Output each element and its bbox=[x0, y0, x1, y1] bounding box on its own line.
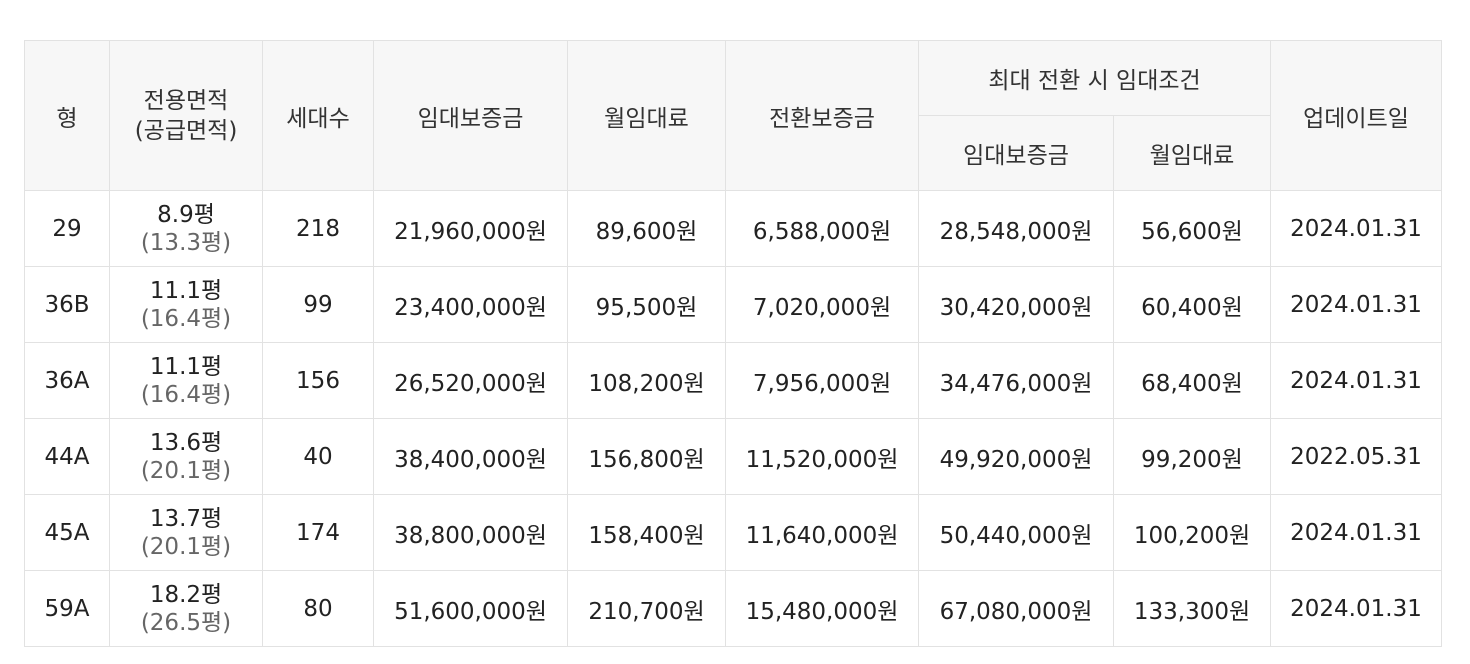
cell-deposit: 23,400,000원 bbox=[373, 266, 568, 343]
cell-type: 29 bbox=[24, 190, 110, 267]
cell-area: 13.6평 (20.1평) bbox=[109, 418, 263, 495]
header-max-deposit: 임대보증금 bbox=[918, 115, 1114, 191]
cell-max-deposit: 28,548,000원 bbox=[918, 190, 1114, 267]
header-area-supply: (공급면적) bbox=[134, 117, 238, 144]
table-row: 59A 18.2평 (26.5평) 80 51,600,000원 210,700… bbox=[24, 570, 1442, 647]
header-deposit: 임대보증금 bbox=[373, 40, 568, 191]
cell-deposit: 26,520,000원 bbox=[373, 342, 568, 419]
header-households: 세대수 bbox=[262, 40, 374, 191]
cell-households: 80 bbox=[262, 570, 374, 647]
cell-monthly-rent: 89,600원 bbox=[567, 190, 726, 267]
cell-max-deposit: 50,440,000원 bbox=[918, 494, 1114, 571]
header-area: 전용면적 (공급면적) bbox=[109, 40, 263, 191]
cell-area-supply: (20.1평) bbox=[140, 457, 232, 484]
cell-deposit: 38,800,000원 bbox=[373, 494, 568, 571]
cell-updated-date: 2022.05.31 bbox=[1270, 418, 1442, 495]
cell-area-supply: (26.5평) bbox=[140, 609, 232, 636]
header-conversion-deposit: 전환보증금 bbox=[725, 40, 919, 191]
cell-deposit: 21,960,000원 bbox=[373, 190, 568, 267]
table-row: 45A 13.7평 (20.1평) 174 38,800,000원 158,40… bbox=[24, 494, 1442, 571]
table-row: 44A 13.6평 (20.1평) 40 38,400,000원 156,800… bbox=[24, 418, 1442, 495]
header-max-monthly-rent: 월임대료 bbox=[1113, 115, 1271, 191]
cell-monthly-rent: 108,200원 bbox=[567, 342, 726, 419]
cell-area: 13.7평 (20.1평) bbox=[109, 494, 263, 571]
cell-type: 36B bbox=[24, 266, 110, 343]
cell-max-monthly-rent: 68,400원 bbox=[1113, 342, 1271, 419]
cell-conversion-deposit: 11,520,000원 bbox=[725, 418, 919, 495]
cell-max-deposit: 67,080,000원 bbox=[918, 570, 1114, 647]
cell-max-monthly-rent: 133,300원 bbox=[1113, 570, 1271, 647]
table-body: 29 8.9평 (13.3평) 218 21,960,000원 89,600원 … bbox=[24, 190, 1442, 647]
cell-type: 45A bbox=[24, 494, 110, 571]
cell-monthly-rent: 158,400원 bbox=[567, 494, 726, 571]
cell-type: 59A bbox=[24, 570, 110, 647]
cell-monthly-rent: 156,800원 bbox=[567, 418, 726, 495]
cell-households: 99 bbox=[262, 266, 374, 343]
header-type: 형 bbox=[24, 40, 110, 191]
header-updated-date: 업데이트일 bbox=[1270, 40, 1442, 191]
cell-area-exclusive: 18.2평 bbox=[149, 581, 223, 608]
cell-conversion-deposit: 7,956,000원 bbox=[725, 342, 919, 419]
cell-area-supply: (16.4평) bbox=[140, 381, 232, 408]
cell-area-exclusive: 13.6평 bbox=[149, 429, 223, 456]
cell-max-monthly-rent: 100,200원 bbox=[1113, 494, 1271, 571]
cell-max-monthly-rent: 56,600원 bbox=[1113, 190, 1271, 267]
cell-type: 44A bbox=[24, 418, 110, 495]
cell-area: 11.1평 (16.4평) bbox=[109, 266, 263, 343]
header-max-conversion-group: 최대 전환 시 임대조건 bbox=[918, 40, 1271, 116]
table-row: 36B 11.1평 (16.4평) 99 23,400,000원 95,500원… bbox=[24, 266, 1442, 343]
cell-max-deposit: 30,420,000원 bbox=[918, 266, 1114, 343]
header-area-exclusive: 전용면적 bbox=[143, 87, 229, 114]
table-row: 36A 11.1평 (16.4평) 156 26,520,000원 108,20… bbox=[24, 342, 1442, 419]
cell-households: 218 bbox=[262, 190, 374, 267]
cell-area: 18.2평 (26.5평) bbox=[109, 570, 263, 647]
cell-type: 36A bbox=[24, 342, 110, 419]
cell-households: 174 bbox=[262, 494, 374, 571]
cell-monthly-rent: 95,500원 bbox=[567, 266, 726, 343]
cell-conversion-deposit: 11,640,000원 bbox=[725, 494, 919, 571]
table-header: 형 전용면적 (공급면적) 세대수 임대보증금 월임대료 전환보증금 최대 전환… bbox=[24, 40, 1442, 191]
cell-max-deposit: 49,920,000원 bbox=[918, 418, 1114, 495]
cell-area-supply: (20.1평) bbox=[140, 533, 232, 560]
header-monthly-rent: 월임대료 bbox=[567, 40, 726, 191]
cell-max-monthly-rent: 99,200원 bbox=[1113, 418, 1271, 495]
cell-updated-date: 2024.01.31 bbox=[1270, 570, 1442, 647]
cell-conversion-deposit: 6,588,000원 bbox=[725, 190, 919, 267]
cell-deposit: 51,600,000원 bbox=[373, 570, 568, 647]
cell-updated-date: 2024.01.31 bbox=[1270, 266, 1442, 343]
cell-max-deposit: 34,476,000원 bbox=[918, 342, 1114, 419]
table-row: 29 8.9평 (13.3평) 218 21,960,000원 89,600원 … bbox=[24, 190, 1442, 267]
cell-households: 40 bbox=[262, 418, 374, 495]
cell-area-exclusive: 11.1평 bbox=[149, 353, 223, 380]
cell-area: 11.1평 (16.4평) bbox=[109, 342, 263, 419]
cell-area: 8.9평 (13.3평) bbox=[109, 190, 263, 267]
cell-area-exclusive: 8.9평 bbox=[157, 201, 215, 228]
cell-area-exclusive: 11.1평 bbox=[149, 277, 223, 304]
cell-area-exclusive: 13.7평 bbox=[149, 505, 223, 532]
cell-updated-date: 2024.01.31 bbox=[1270, 342, 1442, 419]
cell-area-supply: (16.4평) bbox=[140, 305, 232, 332]
cell-area-supply: (13.3평) bbox=[140, 229, 232, 256]
cell-conversion-deposit: 15,480,000원 bbox=[725, 570, 919, 647]
cell-households: 156 bbox=[262, 342, 374, 419]
cell-deposit: 38,400,000원 bbox=[373, 418, 568, 495]
rent-conditions-table: 형 전용면적 (공급면적) 세대수 임대보증금 월임대료 전환보증금 최대 전환… bbox=[24, 40, 1442, 647]
cell-max-monthly-rent: 60,400원 bbox=[1113, 266, 1271, 343]
cell-conversion-deposit: 7,020,000원 bbox=[725, 266, 919, 343]
cell-monthly-rent: 210,700원 bbox=[567, 570, 726, 647]
cell-updated-date: 2024.01.31 bbox=[1270, 190, 1442, 267]
cell-updated-date: 2024.01.31 bbox=[1270, 494, 1442, 571]
